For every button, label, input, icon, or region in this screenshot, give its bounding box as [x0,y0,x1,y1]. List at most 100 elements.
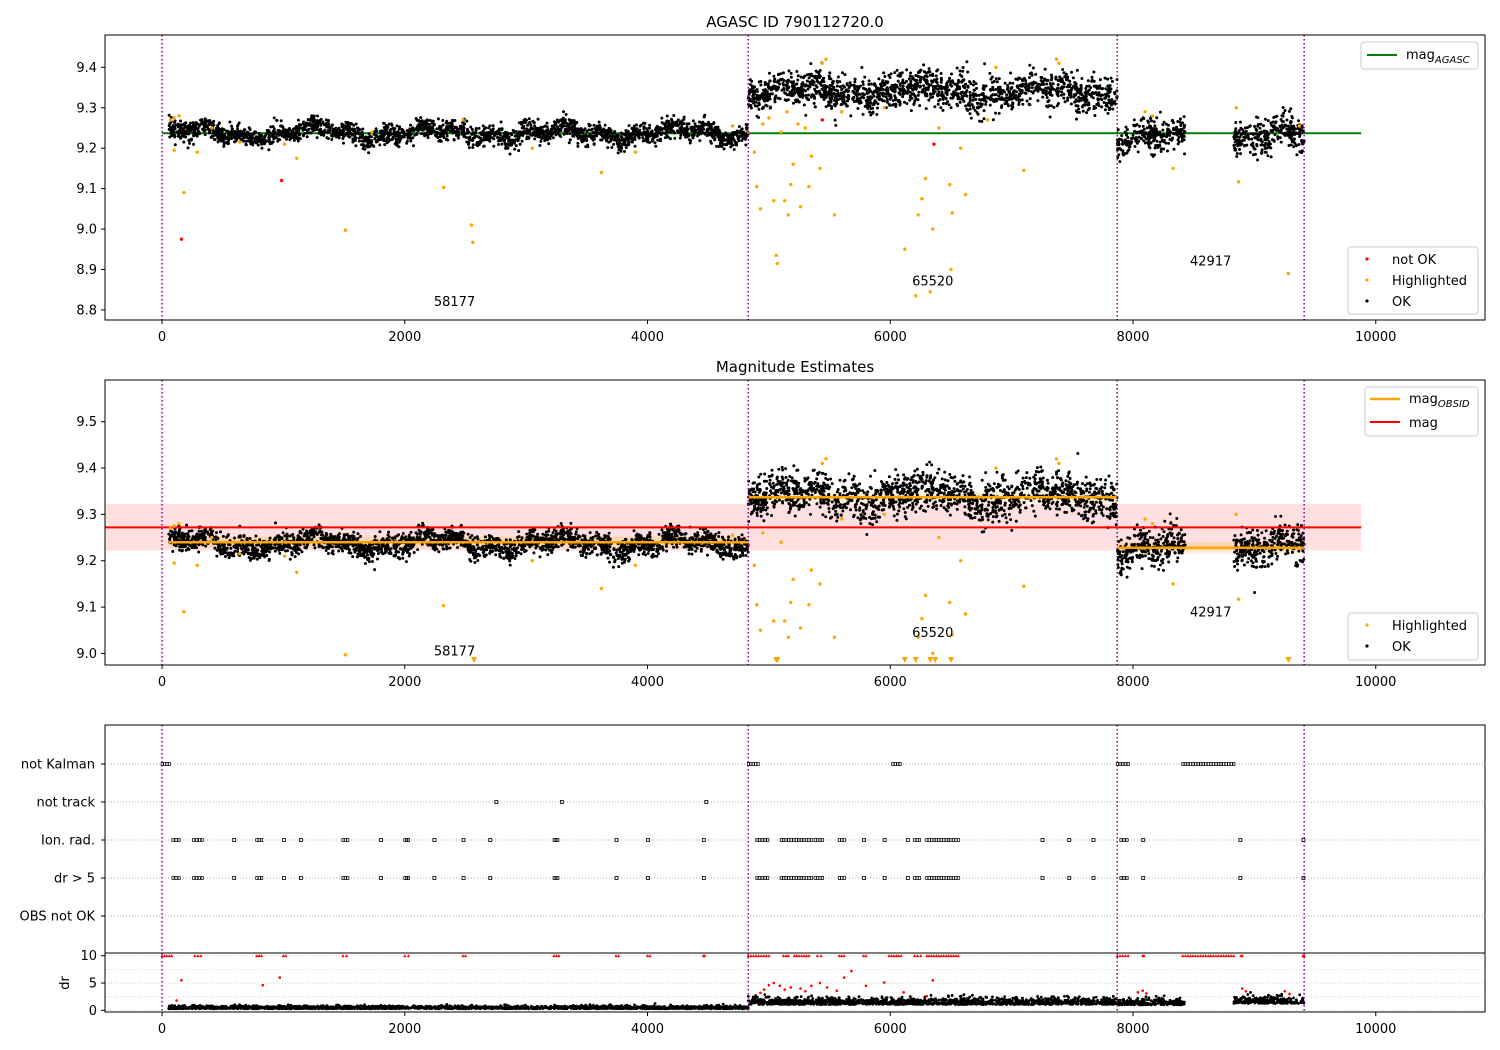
ok-point [225,535,229,539]
ok-point [385,126,389,130]
ok-point [655,124,659,128]
highlighted-point [985,118,990,122]
ok-point [949,96,953,100]
ok-point [374,127,378,131]
ok-point [790,88,794,92]
ok-point [202,124,206,128]
ok-point [405,141,409,145]
ok-point [1121,142,1125,146]
highlighted-point [172,116,176,120]
ok-point [1177,135,1181,139]
ok-point [701,124,705,128]
ok-point [1144,132,1148,136]
ok-point [206,119,210,123]
ok-point [814,84,818,88]
ok-point [1252,146,1256,150]
ok-point [646,129,650,133]
ok-point [741,136,745,140]
ok-point [869,82,873,86]
ok-point [602,127,606,131]
highlighted-point [1297,124,1302,128]
ok-point [1017,102,1021,106]
ok-point [1077,110,1081,114]
ok-point [965,60,969,64]
ok-point [988,103,992,107]
not-ok-point [932,142,936,146]
ok-point [983,62,987,66]
ok-point [816,80,820,84]
ok-point [1153,146,1157,150]
ok-point [1133,129,1137,133]
ok-point [1070,70,1074,74]
ok-point [579,127,583,131]
ok-point [244,142,248,146]
ok-point [1297,119,1301,123]
ok-point [773,97,777,101]
ok-point [737,125,741,129]
ok-point [949,106,953,110]
ok-point [794,98,798,102]
ok-point [506,146,510,150]
ok-point [740,139,744,143]
ok-point [173,119,177,123]
ok-point [558,124,562,128]
ok-point [445,119,449,123]
ok-point [618,141,622,145]
highlighted-point [948,182,952,187]
ok-point [204,121,208,125]
ok-point [1106,88,1110,92]
ok-point [1266,131,1270,135]
ok-point [197,550,201,554]
ok-point [1162,134,1166,138]
ok-point [1293,132,1297,136]
ok-point [476,144,480,148]
ok-point [936,87,940,91]
ok-point [418,126,422,130]
ok-point [369,135,373,139]
ok-point [665,130,669,134]
ok-point [622,143,626,147]
ok-point [859,101,863,105]
ok-point [578,550,582,554]
ok-point [465,119,469,123]
ok-point [547,142,551,146]
ok-point [1298,129,1302,133]
ok-point [1141,129,1145,133]
highlighted-point [963,192,968,197]
ok-point [435,127,439,131]
ok-point [567,141,571,145]
highlighted-point [809,154,814,158]
ok-point [592,123,596,127]
ok-point [889,95,893,99]
ok-point [698,139,702,143]
ok-point [941,108,945,112]
ok-point [1059,86,1063,90]
ok-point [471,136,475,140]
ok-point [1153,133,1157,137]
ok-point [341,130,345,134]
ok-point [475,141,479,145]
ok-point [875,95,879,99]
ok-point [994,88,998,92]
ok-point [1261,124,1265,128]
ok-point [965,89,969,93]
ok-point [821,95,825,99]
ok-point [613,136,617,140]
ok-point [429,129,433,133]
ok-point [248,536,252,540]
ok-point [1052,105,1056,109]
ok-point [482,132,486,136]
ok-point [567,118,571,122]
ok-point [876,102,880,106]
ok-point [343,133,347,137]
ok-point [891,89,895,93]
ok-point [223,137,227,141]
ok-point [217,121,221,125]
ok-point [491,129,495,133]
ok-point [833,118,837,122]
ok-point [315,119,319,123]
ok-point [812,101,816,105]
ok-point [945,88,949,92]
ok-point [644,133,648,137]
ok-point [674,123,678,127]
